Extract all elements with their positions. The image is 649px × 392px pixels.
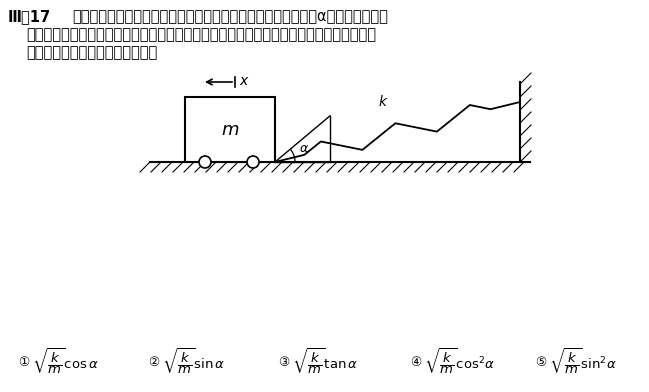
Text: 下図に示すように，滑らかな床上に質量ｍの物体があり，角度αでばねを介して: 下図に示すように，滑らかな床上に質量ｍの物体があり，角度αでばねを介して: [72, 9, 388, 24]
Text: ⑤: ⑤: [535, 356, 546, 368]
Bar: [185, 97, 275, 162]
Text: $x$: $x$: [239, 74, 250, 88]
Text: $m$: $m$: [221, 120, 239, 138]
Text: ②: ②: [148, 356, 159, 368]
Text: $\alpha$: $\alpha$: [299, 142, 309, 155]
Text: $\sqrt{\dfrac{k}{m}}\cos\alpha$: $\sqrt{\dfrac{k}{m}}\cos\alpha$: [32, 347, 99, 377]
Text: ①: ①: [18, 356, 29, 368]
Text: $\sqrt{\dfrac{k}{m}}\sin^2\!\alpha$: $\sqrt{\dfrac{k}{m}}\sin^2\!\alpha$: [549, 347, 617, 377]
Text: $k$: $k$: [378, 94, 389, 109]
Circle shape: [247, 156, 259, 168]
Circle shape: [199, 156, 211, 168]
Text: $\sqrt{\dfrac{k}{m}}\cos^2\!\alpha$: $\sqrt{\dfrac{k}{m}}\cos^2\!\alpha$: [424, 347, 495, 377]
Text: $\sqrt{\dfrac{k}{m}}\sin\alpha$: $\sqrt{\dfrac{k}{m}}\sin\alpha$: [162, 347, 226, 377]
Text: 壁に取り付けられている。ばね定数をｋとし，物体が微小並進運動するときの固有角振動: 壁に取り付けられている。ばね定数をｋとし，物体が微小並進運動するときの固有角振動: [26, 27, 376, 42]
Text: ④: ④: [410, 356, 421, 368]
Text: 数として，適切なものはどれか。: 数として，適切なものはどれか。: [26, 45, 157, 60]
Text: Ⅲ－17: Ⅲ－17: [8, 9, 51, 24]
Text: ③: ③: [278, 356, 289, 368]
Text: $\sqrt{\dfrac{k}{m}}\tan\alpha$: $\sqrt{\dfrac{k}{m}}\tan\alpha$: [292, 347, 358, 377]
